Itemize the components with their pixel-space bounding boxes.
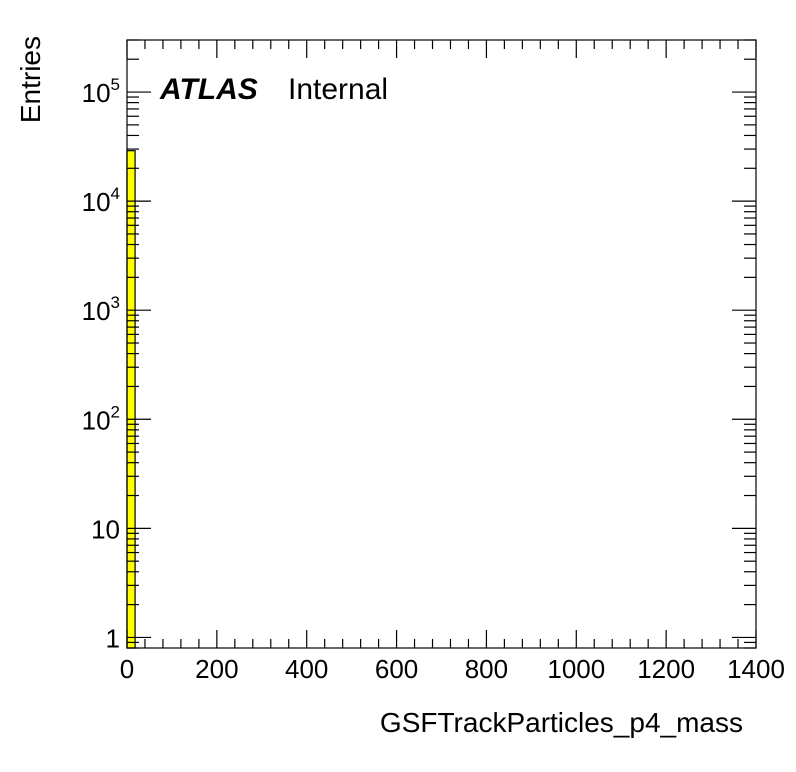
axis-ticks	[126, 39, 757, 649]
y-axis-title: Entries	[15, 36, 46, 123]
atlas-label: ATLAS	[159, 73, 258, 106]
x-tick-label: 1200	[637, 654, 695, 684]
x-tick-label: 0	[120, 654, 134, 684]
x-tick-labels: 0 200 400 600 800 1000 1200 1400	[120, 654, 785, 684]
x-axis-title: GSFTrackParticles_p4_mass	[380, 707, 743, 738]
x-tick-label: 600	[375, 654, 418, 684]
x-tick-label: 800	[465, 654, 508, 684]
x-tick-label: 400	[285, 654, 328, 684]
y-tick-label: 1	[106, 623, 120, 653]
y-tick-label: 10	[91, 514, 120, 544]
y-tick-labels: 1 10 102 103 104 105	[82, 75, 120, 653]
plot-frame	[126, 39, 757, 649]
x-tick-label: 200	[195, 654, 238, 684]
y-tick-label: 104	[82, 184, 120, 217]
x-tick-label: 1400	[727, 654, 785, 684]
y-tick-label: 102	[82, 402, 120, 435]
y-tick-label: 105	[82, 75, 120, 108]
x-tick-label: 1000	[547, 654, 605, 684]
y-tick-label: 103	[82, 293, 120, 326]
internal-label: Internal	[288, 73, 388, 106]
